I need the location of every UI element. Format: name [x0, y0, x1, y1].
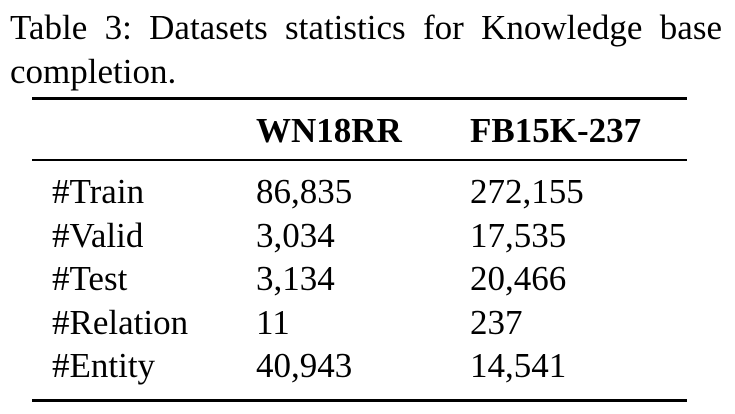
- cell-test-fb15k-237: 20,466: [470, 259, 567, 298]
- cell-valid-fb15k-237: 17,535: [470, 216, 567, 255]
- cell-train-fb15k-237: 272,155: [470, 172, 584, 211]
- cell-test-wn18rr: 3,134: [256, 259, 335, 298]
- row-label-train: #Train: [52, 172, 145, 211]
- column-header-wn18rr: WN18RR: [256, 111, 402, 150]
- row-label-entity: #Entity: [52, 346, 156, 385]
- table-caption: Table 3: Datasets statistics for Knowled…: [10, 8, 722, 91]
- row-label-valid: #Valid: [52, 216, 144, 255]
- cell-train-wn18rr: 86,835: [256, 172, 353, 211]
- cell-entity-fb15k-237: 14,541: [470, 346, 567, 385]
- row-label-test: #Test: [52, 259, 128, 298]
- table-top-rule: [32, 97, 687, 100]
- cell-entity-wn18rr: 40,943: [256, 346, 353, 385]
- row-label-relation: #Relation: [52, 303, 189, 342]
- table-bottom-rule: [32, 399, 687, 402]
- cell-relation-fb15k-237: 237: [470, 303, 523, 342]
- cell-relation-wn18rr: 11: [256, 303, 290, 342]
- table-header-rule: [32, 159, 687, 161]
- column-header-fb15k-237: FB15K-237: [470, 111, 642, 150]
- cell-valid-wn18rr: 3,034: [256, 216, 335, 255]
